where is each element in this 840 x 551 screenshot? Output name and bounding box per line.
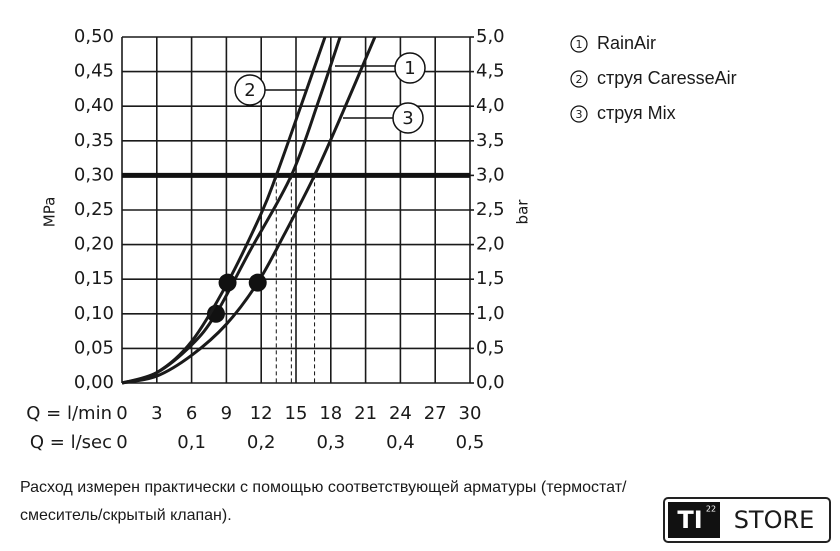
note: Расход измерен практически с помощью соо… <box>20 479 627 496</box>
x-axis-label: Q = l/min <box>26 403 112 424</box>
y2-tick-label: 4,5 <box>476 61 505 82</box>
callout-circle <box>392 102 424 134</box>
callout-circle <box>234 74 266 106</box>
x-tick-label: 12 <box>250 403 273 424</box>
y-tick-label: 0,10 <box>74 303 114 324</box>
y2-tick-label: 4,0 <box>476 95 505 116</box>
legend-circle <box>570 35 588 53</box>
y2-tick-label: 1,0 <box>476 303 505 324</box>
x2-tick-label: 0,3 <box>316 432 345 453</box>
callout-circle <box>394 52 426 84</box>
x-tick-label: 18 <box>319 403 342 424</box>
badge-sup: 22 <box>706 505 716 514</box>
x-tick-label: 9 <box>221 403 232 424</box>
marker <box>218 273 237 292</box>
note: смеситель/скрытый клапан). <box>20 507 232 524</box>
y-tick-label: 0,00 <box>74 372 114 393</box>
x2-tick-label: 0,1 <box>177 432 206 453</box>
badge-text: STORE <box>734 506 815 534</box>
y2-tick-label: 3,0 <box>476 164 505 185</box>
y2-axis-label: bar <box>514 199 532 225</box>
legend-circle <box>570 105 588 123</box>
curve <box>121 36 327 385</box>
y-tick-label: 0,05 <box>74 337 114 358</box>
y-tick-label: 0,25 <box>74 199 114 220</box>
marker <box>248 273 267 292</box>
y2-tick-label: 2,5 <box>476 199 505 220</box>
legend-number: 3 <box>576 108 583 121</box>
x2-tick-label: 0,2 <box>247 432 276 453</box>
y-tick-label: 0,45 <box>74 61 114 82</box>
y2-tick-label: 5,0 <box>476 26 505 47</box>
callout-label: 3 <box>402 108 413 129</box>
x-tick-label: 24 <box>389 403 412 424</box>
y2-tick-label: 3,5 <box>476 130 505 151</box>
y-tick-label: 0,35 <box>74 130 114 151</box>
x2-tick-label: 0,5 <box>456 432 485 453</box>
legend-label: RainAir <box>597 33 656 53</box>
y2-tick-label: 2,0 <box>476 234 505 255</box>
y-tick-label: 0,50 <box>74 26 114 47</box>
badge-mark: TI <box>677 506 702 534</box>
badge: TI 22 STORE <box>663 497 831 543</box>
y-tick-label: 0,20 <box>74 234 114 255</box>
callout-label: 2 <box>244 80 255 101</box>
legend-circle <box>570 70 588 88</box>
x-tick-label: 21 <box>354 403 377 424</box>
x-tick-label: 15 <box>285 403 308 424</box>
x-tick-label: 3 <box>151 403 162 424</box>
y-tick-label: 0,15 <box>74 268 114 289</box>
y2-tick-label: 1,5 <box>476 268 505 289</box>
legend-number: 1 <box>576 38 583 51</box>
x-tick-label: 30 <box>459 403 482 424</box>
x2-tick-label: 0 <box>116 432 127 453</box>
x-tick-label: 6 <box>186 403 197 424</box>
y2-tick-label: 0,0 <box>476 372 505 393</box>
badge-box <box>668 502 720 538</box>
x-tick-label: 0 <box>116 403 127 424</box>
callout-label: 1 <box>404 58 415 79</box>
legend-label: струя Mix <box>597 103 676 123</box>
x2-tick-label: 0,4 <box>386 432 415 453</box>
x-tick-label: 27 <box>424 403 447 424</box>
y-tick-label: 0,40 <box>74 95 114 116</box>
legend-label: струя CaresseAir <box>597 68 737 88</box>
x2-axis-label: Q = l/sec <box>30 432 112 453</box>
y-axis-label: MPa <box>41 197 59 228</box>
y2-tick-label: 0,5 <box>476 337 505 358</box>
legend-number: 2 <box>576 73 583 86</box>
y-tick-label: 0,30 <box>74 164 114 185</box>
